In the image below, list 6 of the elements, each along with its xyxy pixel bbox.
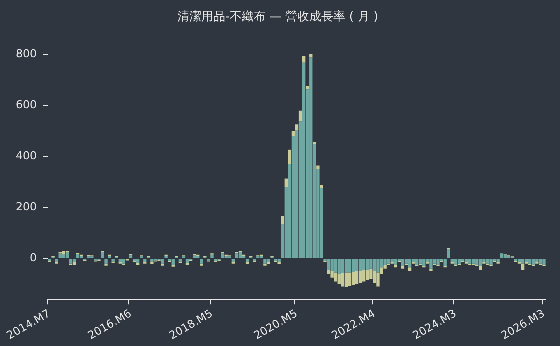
y-tick-label: 200 [16,200,37,214]
chart-title: 清潔用品-不織布 — 營收成長率 ( 月 ) [178,9,378,24]
y-tick-label: 600 [16,98,37,112]
y-tick-label: 800 [16,47,37,60]
y-tick-label: 0 [30,252,37,265]
y-tick-label: 400 [16,149,37,162]
